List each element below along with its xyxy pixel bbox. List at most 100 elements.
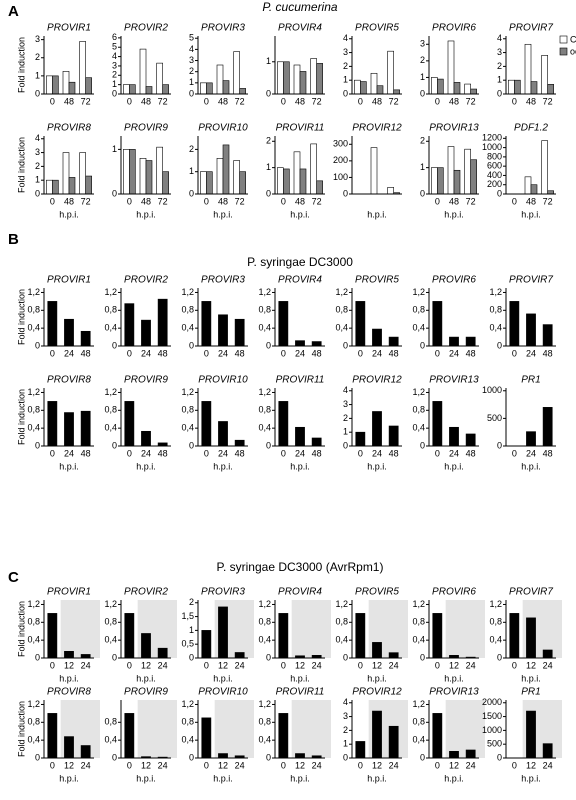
x-tick-label: 72: [312, 196, 322, 206]
y-tick-label: 0,8: [258, 617, 271, 627]
x-tick-label: 12: [64, 760, 74, 770]
y-tick-label: 3: [35, 147, 40, 157]
x-tick-label: 48: [389, 448, 399, 458]
y-tick-label: 1,2: [412, 599, 425, 609]
y-tick-label: 500: [487, 413, 502, 423]
chart-title: PROVIR10: [198, 123, 248, 134]
x-tick-label: 48: [81, 348, 91, 358]
chart-title: PROVIR6: [432, 587, 476, 598]
y-tick-label: 0,8: [335, 305, 348, 315]
y-tick-label: 0: [35, 340, 40, 350]
bar: [278, 713, 289, 759]
x-tick-label: 0: [358, 448, 363, 458]
y-tick-label: 1,2: [27, 599, 40, 609]
y-tick-label: 1000: [482, 725, 502, 735]
x-tick-label: 0: [435, 96, 440, 106]
y-tick-label: 1: [112, 144, 117, 154]
y-tick-label: 3: [420, 39, 425, 49]
y-tick-label: 2: [497, 61, 502, 71]
y-tick-label: 1,2: [412, 287, 425, 297]
y-tick-label: 0: [35, 652, 40, 662]
x-tick-label: 24: [466, 660, 476, 670]
y-tick-label: 200: [333, 155, 348, 165]
x-tick-label: 48: [389, 348, 399, 358]
y-tick-label: 1: [420, 72, 425, 82]
y-axis-label: Fold induction: [16, 701, 26, 757]
y-tick-label: 0: [343, 652, 348, 662]
x-tick-label: 48: [218, 96, 228, 106]
bar: [449, 751, 459, 759]
bar: [437, 78, 444, 95]
y-tick-label: 300: [333, 139, 348, 149]
bar: [206, 82, 213, 95]
y-tick-label: 1: [189, 77, 194, 87]
x-tick-label: 24: [81, 760, 91, 770]
x-tick-label: 48: [449, 96, 459, 106]
x-tick-label: 72: [235, 196, 245, 206]
panel-label: C: [8, 569, 19, 586]
bar: [370, 72, 378, 95]
bar: [47, 713, 58, 759]
x-axis-label: h.p.i.: [521, 209, 541, 219]
x-axis-label: h.p.i.: [136, 773, 156, 783]
x-tick-label: 0: [281, 760, 286, 770]
x-tick-label: 24: [64, 348, 74, 358]
bar: [387, 50, 394, 95]
y-tick-label: 1: [497, 75, 502, 85]
x-tick-label: 24: [64, 448, 74, 458]
bar: [156, 62, 163, 95]
x-tick-label: 0: [512, 96, 517, 106]
x-tick-label: 12: [372, 660, 382, 670]
chart-title: PROVIR9: [124, 123, 168, 134]
bar: [218, 753, 228, 759]
y-tick-label: 0: [112, 752, 117, 762]
y-tick-label: 2: [420, 55, 425, 65]
y-tick-label: 2: [35, 161, 40, 171]
y-tick-label: 0,4: [27, 423, 40, 433]
bar: [85, 175, 92, 195]
x-tick-label: 0: [204, 348, 209, 358]
bar: [354, 79, 361, 95]
x-axis-label: h.p.i.: [213, 773, 233, 783]
bar: [514, 79, 521, 95]
x-tick-label: 0: [512, 348, 517, 358]
x-tick-label: 24: [235, 760, 245, 770]
panel-title: P. syringae DC3000: [247, 255, 353, 269]
bar: [465, 336, 476, 347]
bar: [465, 749, 476, 759]
x-tick-label: 24: [218, 348, 228, 358]
y-tick-label: 1,2: [104, 387, 117, 397]
bar: [139, 48, 147, 95]
y-tick-label: 0,8: [27, 617, 40, 627]
y-tick-label: 1,5: [181, 611, 194, 621]
x-tick-label: 12: [141, 660, 151, 670]
x-tick-label: 0: [358, 760, 363, 770]
x-axis-label: h.p.i.: [290, 209, 310, 219]
bar: [47, 401, 58, 447]
legend-swatch: [559, 47, 568, 56]
x-tick-label: 24: [372, 348, 382, 358]
x-tick-label: 24: [543, 660, 553, 670]
x-axis-label: h.p.i.: [136, 673, 156, 683]
chart-title: PROVIR3: [201, 587, 245, 598]
chart-title: PROVIR2: [124, 275, 168, 286]
x-tick-label: 48: [235, 448, 245, 458]
y-tick-label: 1,2: [258, 699, 271, 709]
y-tick-label: 100: [333, 172, 348, 182]
y-tick-label: 0: [497, 440, 502, 450]
bar: [355, 301, 366, 347]
x-tick-label: 0: [435, 448, 440, 458]
bar: [216, 158, 224, 195]
chart-title: PROVIR1: [47, 23, 91, 34]
y-tick-label: 0,4: [335, 635, 348, 645]
x-tick-label: 48: [466, 448, 476, 458]
treatment-shade: [214, 700, 254, 758]
treatment-shade: [445, 600, 485, 658]
x-tick-label: 24: [81, 660, 91, 670]
bar: [201, 301, 212, 347]
x-tick-label: 0: [127, 760, 132, 770]
x-axis-label: h.p.i.: [367, 461, 387, 471]
x-tick-label: 48: [526, 96, 536, 106]
x-tick-label: 0: [281, 660, 286, 670]
y-tick-label: 1,2: [27, 387, 40, 397]
